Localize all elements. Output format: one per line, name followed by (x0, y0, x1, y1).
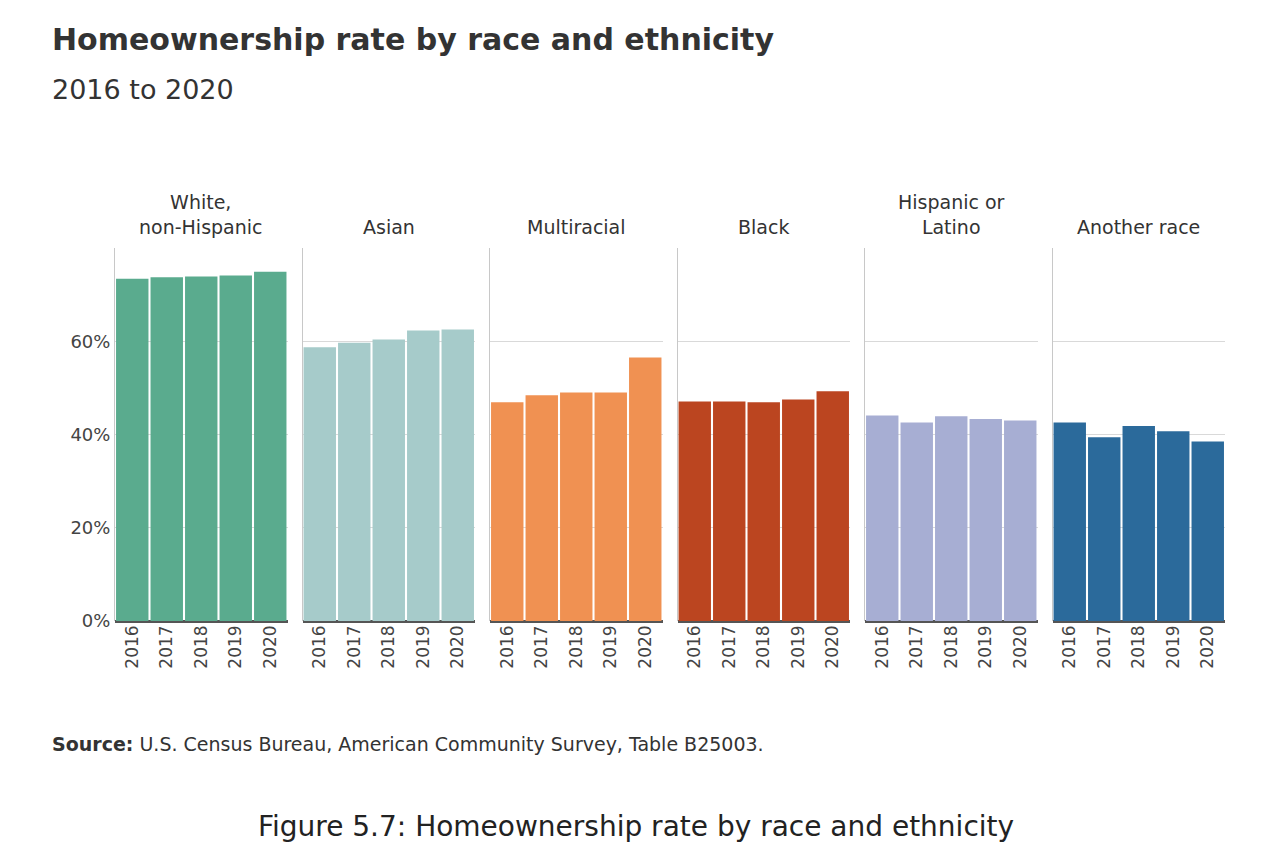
html-text:Figure 5.7: Homeownership rate: Figure 5.7: Homeownership rate by race a… (257, 810, 1015, 843)
svg-text:2017: 2017 (344, 625, 364, 668)
svg-text:2016: 2016 (309, 625, 329, 668)
html-text:2016 to 2020: 2016 to 2020 (52, 74, 234, 105)
svg-text:2019: 2019 (788, 625, 808, 668)
svg-text:Multiracial: Multiracial (527, 216, 626, 238)
svg-text:2017: 2017 (531, 625, 551, 668)
html-text:Source: U.S. Census Bureau, Am: Source: U.S. Census Bureau, American Com… (52, 733, 764, 755)
svg-text:2020: 2020 (822, 625, 842, 668)
svg-text:2020: 2020 (1197, 625, 1217, 668)
svg-text:20%: 20% (70, 517, 110, 538)
svg-text:2018: 2018 (191, 625, 211, 668)
svg-text:Hispanic orLatino: Hispanic orLatino (898, 191, 1005, 238)
html-text:Homeownership rate by race and: Homeownership rate by race and ethnicity (52, 22, 774, 57)
svg-text:0%: 0% (82, 610, 111, 631)
svg-text:Asian: Asian (363, 216, 415, 238)
svg-text:2017: 2017 (156, 625, 176, 668)
svg-text:2017: 2017 (719, 625, 739, 668)
svg-text:2020: 2020 (635, 625, 655, 668)
svg-text:2019: 2019 (975, 625, 995, 668)
svg-text:2017: 2017 (906, 625, 926, 668)
svg-text:2019: 2019 (1163, 625, 1183, 668)
svg-text:2018: 2018 (1128, 625, 1148, 668)
svg-text:2020: 2020 (447, 625, 467, 668)
svg-text:2019: 2019 (413, 625, 433, 668)
svg-text:2016: 2016 (684, 625, 704, 668)
svg-text:2018: 2018 (941, 625, 961, 668)
svg-text:2016: 2016 (497, 625, 517, 668)
svg-text:2020: 2020 (1010, 625, 1030, 668)
svg-text:2016: 2016 (872, 625, 892, 668)
svg-text:2016: 2016 (122, 625, 142, 668)
svg-text:2019: 2019 (600, 625, 620, 668)
svg-text:60%: 60% (70, 331, 110, 352)
svg-text:2018: 2018 (566, 625, 586, 668)
svg-text:2016: 2016 (1059, 625, 1079, 668)
svg-text:2018: 2018 (378, 625, 398, 668)
svg-text:Another race: Another race (1077, 216, 1200, 238)
svg-text:2019: 2019 (225, 625, 245, 668)
svg-text:Black: Black (738, 216, 789, 238)
svg-text:2017: 2017 (1094, 625, 1114, 668)
svg-text:2020: 2020 (260, 625, 280, 668)
svg-text:40%: 40% (70, 424, 110, 445)
svg-text:White,non-Hispanic: White,non-Hispanic (139, 191, 263, 238)
svg-text:2018: 2018 (753, 625, 773, 668)
